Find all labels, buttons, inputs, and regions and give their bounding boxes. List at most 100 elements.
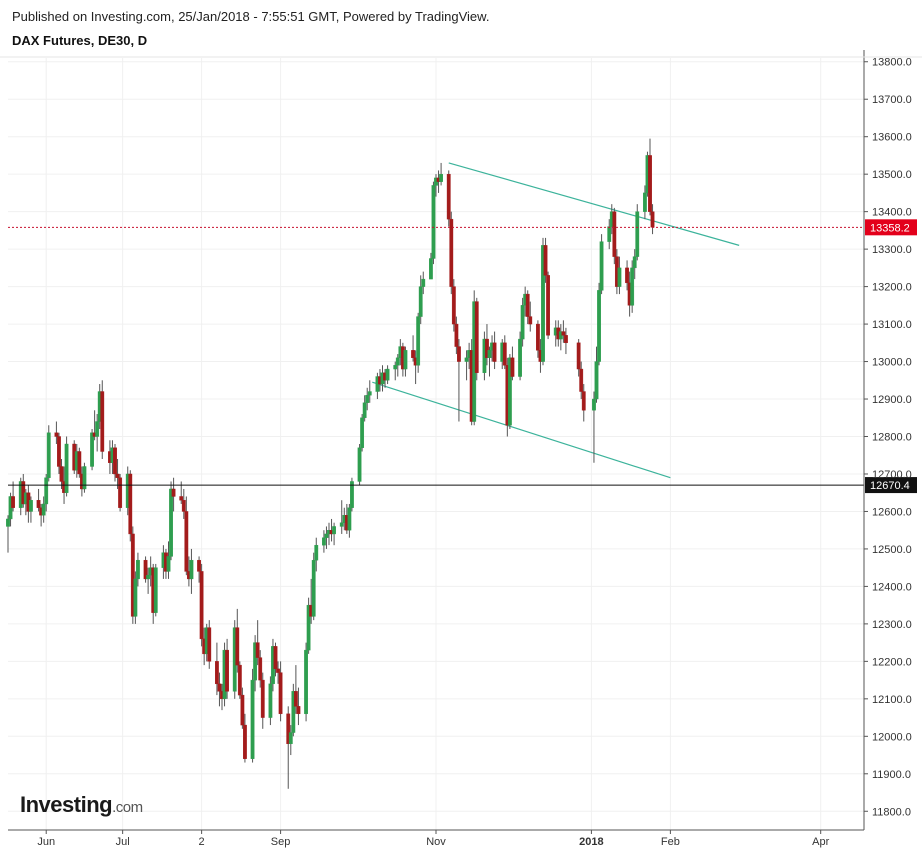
candle-down xyxy=(130,533,135,617)
candle-down xyxy=(650,211,655,228)
candle-up xyxy=(385,368,390,381)
candle-up xyxy=(518,338,522,377)
candle-down xyxy=(240,694,245,726)
y-tick-label: 13500.0 xyxy=(872,169,912,181)
candle-down xyxy=(57,436,61,467)
candle-down xyxy=(502,342,507,366)
y-tick-label: 13800.0 xyxy=(872,57,912,69)
candle-up xyxy=(288,732,293,745)
candle-down xyxy=(451,286,456,325)
candle-up xyxy=(357,447,362,482)
candle-up xyxy=(418,286,423,317)
candle-down xyxy=(561,331,566,336)
investing-logo: Investing.com xyxy=(20,792,143,817)
y-tick-label: 13300.0 xyxy=(872,244,912,256)
candle-down xyxy=(59,466,64,482)
y-tick-label: 11900.0 xyxy=(872,769,911,781)
candle-up xyxy=(350,481,354,508)
candle-down xyxy=(446,173,451,220)
candle-down xyxy=(528,316,533,325)
candle-up xyxy=(439,173,443,182)
candle-down xyxy=(296,706,301,715)
candle-up xyxy=(520,305,525,340)
candle-down xyxy=(536,323,540,351)
candle-down xyxy=(612,211,617,257)
candle-up xyxy=(250,679,255,759)
candle-up xyxy=(306,604,311,651)
candle-up xyxy=(362,402,367,418)
candle-layer xyxy=(6,138,655,789)
candle-down xyxy=(457,346,461,362)
candle-up xyxy=(643,192,647,212)
y-tick-label: 13200.0 xyxy=(872,282,912,294)
x-tick-label: Apr xyxy=(812,836,829,848)
candle-up xyxy=(322,537,326,546)
candle-down xyxy=(199,571,204,640)
candle-up xyxy=(29,500,33,512)
grid-layer xyxy=(8,58,864,830)
trendline xyxy=(372,381,671,479)
candle-up xyxy=(82,466,87,490)
candle-up xyxy=(332,526,336,535)
published-note: Published on Investing.com, 25/Jan/2018 … xyxy=(12,9,490,24)
candle-up xyxy=(594,361,599,400)
candle-down xyxy=(243,724,247,759)
candle-up xyxy=(44,477,49,505)
y-tick-label: 12600.0 xyxy=(872,506,912,518)
y-tick-label: 12700.0 xyxy=(872,469,912,481)
candle-up xyxy=(421,278,426,287)
candle-up xyxy=(431,185,436,259)
candle-up xyxy=(360,417,365,448)
candle-up xyxy=(6,518,10,527)
candle-down xyxy=(564,335,568,344)
y-tick-label: 13700.0 xyxy=(872,94,912,106)
candle-down xyxy=(217,683,222,692)
candle-up xyxy=(541,245,545,362)
candle-up xyxy=(95,421,100,437)
candle-down xyxy=(492,342,497,362)
y-tick-label: 13400.0 xyxy=(872,207,912,219)
candle-up xyxy=(314,544,319,561)
y-tick-label: 12900.0 xyxy=(872,394,912,406)
candle-down xyxy=(184,511,189,572)
y-tick-label: 13000.0 xyxy=(872,357,912,369)
level-price-tag xyxy=(865,477,917,494)
candle-up xyxy=(367,391,372,396)
x-tick-label: Sep xyxy=(271,836,291,848)
candle-up xyxy=(487,350,492,359)
candle-up xyxy=(153,567,158,613)
candle-up xyxy=(324,533,329,538)
candle-down xyxy=(100,391,105,452)
candle-down xyxy=(510,357,515,377)
candle-up xyxy=(617,267,622,287)
candle-up xyxy=(592,398,596,411)
candle-up xyxy=(133,578,138,617)
candle-down xyxy=(449,218,454,287)
current-price-label: 13358.2 xyxy=(870,222,910,234)
candle-down xyxy=(258,657,263,681)
y-tick-label: 11800.0 xyxy=(872,806,911,818)
candle-up xyxy=(464,357,469,362)
candle-up xyxy=(507,357,512,426)
candle-up xyxy=(632,256,637,269)
level-layer: 12670.4 13358.2 xyxy=(8,219,917,494)
candle-down xyxy=(179,496,184,501)
candle-down xyxy=(543,245,548,276)
candle-down xyxy=(485,338,489,359)
x-tick-label: 2 xyxy=(199,836,205,848)
candle-up xyxy=(304,649,308,715)
y-tick-label: 12300.0 xyxy=(872,619,912,631)
x-tick-label: Jun xyxy=(37,836,55,848)
candle-up xyxy=(365,395,370,403)
candle-down xyxy=(115,473,120,478)
candle-down xyxy=(171,488,176,497)
candle-up xyxy=(347,507,352,531)
candle-up xyxy=(41,503,46,516)
candle-up xyxy=(635,211,640,257)
candle-down xyxy=(237,664,242,696)
candle-up xyxy=(169,488,173,557)
candle-up xyxy=(268,683,273,718)
candle-up xyxy=(253,642,258,681)
y-tick-label: 13100.0 xyxy=(872,319,912,331)
